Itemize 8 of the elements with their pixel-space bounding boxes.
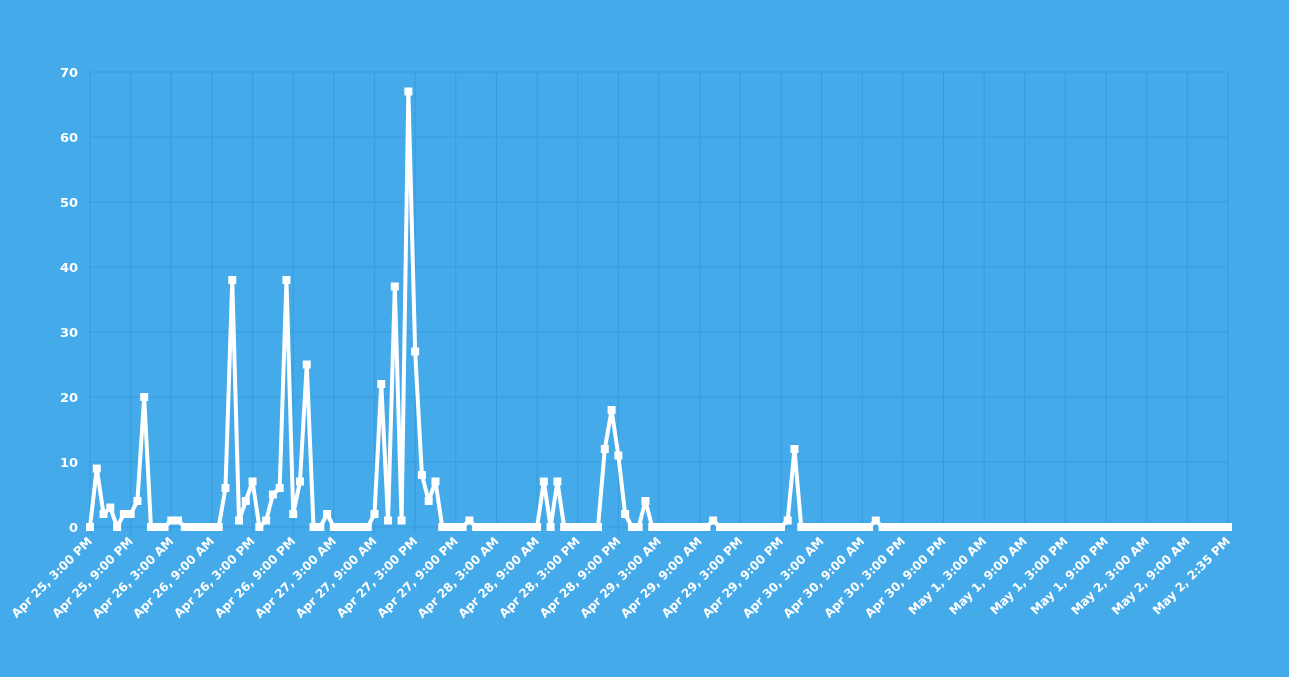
y-tick-label: 30 [59,324,78,340]
y-tick-label: 50 [59,194,78,210]
y-tick-label: 60 [59,129,78,145]
y-tick-label: 40 [59,259,78,275]
y-tick-label: 0 [68,519,78,535]
y-tick-label: 70 [59,64,78,80]
y-tick-label: 20 [59,389,78,405]
y-tick-label: 10 [59,454,78,470]
